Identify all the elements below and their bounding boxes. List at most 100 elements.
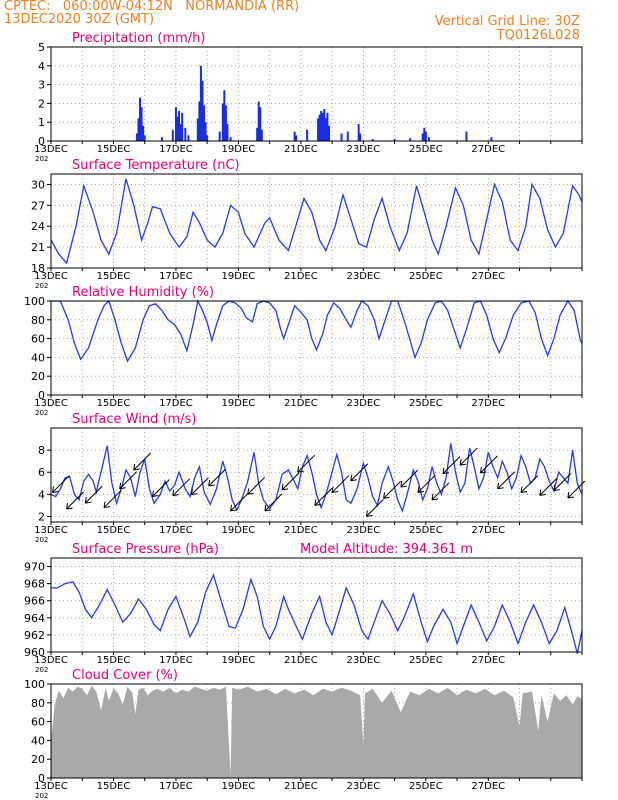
precip-bar (318, 114, 321, 141)
wind-arrow-head (331, 486, 339, 493)
precip-bar (465, 131, 468, 141)
x-tick-label: 19DEC (222, 781, 256, 792)
wind-arrow (208, 468, 227, 487)
precip-bar (184, 127, 187, 141)
x-tick-label: 15DEC (97, 271, 131, 282)
panel-2 (47, 299, 583, 398)
wind-arrow-head (539, 489, 546, 496)
precip-bar (229, 137, 232, 141)
x-tick-label: 15DEC (97, 655, 131, 666)
x-tick-label: 27DEC (471, 398, 505, 409)
wind-arrow (442, 456, 461, 475)
panel-title: Surface Temperature (nC) (72, 158, 240, 173)
panel-title: Relative Humidity (%) (72, 285, 214, 300)
precip-bar (490, 137, 493, 141)
x-tick-label: 23DEC (346, 398, 380, 409)
precip-bar (323, 109, 326, 141)
wind-arrow-head (230, 504, 237, 512)
precip-bar (135, 133, 138, 141)
precip-bar (221, 103, 224, 141)
x-year-stub: 202 (35, 666, 48, 674)
wind-arrow-head (431, 493, 439, 501)
wind-arrow (66, 491, 84, 510)
precip-bar (201, 80, 204, 141)
y-tick-label: 970 (24, 561, 45, 574)
x-tick-label: 23DEC (346, 781, 380, 792)
x-tick-label: 25DEC (409, 398, 443, 409)
y-tick-label: 968 (24, 578, 45, 591)
wind-arrow (520, 475, 539, 493)
wind-arrow (400, 469, 419, 488)
precip-bar (257, 101, 260, 141)
x-tick-label: 17DEC (159, 271, 193, 282)
y-tick-label: 2 (38, 510, 45, 523)
wind-arrow-head (172, 489, 179, 497)
x-tick-label: 15DEC (97, 144, 131, 155)
panel-1 (47, 173, 583, 271)
wind-arrow (264, 493, 283, 512)
wind-arrow-head (365, 510, 373, 517)
x-tick-label: 25DEC (409, 781, 443, 792)
x-year-stub: 202 (35, 282, 48, 290)
x-tick-label: 15DEC (97, 525, 131, 536)
y-tick-label: 18 (31, 262, 45, 275)
x-tick-label: 17DEC (159, 144, 193, 155)
x-tick-label: 25DEC (409, 655, 443, 666)
x-tick-label: 17DEC (159, 655, 193, 666)
precip-bar (176, 116, 179, 141)
y-tick-label: 80 (31, 314, 45, 327)
y-tick-label: 0 (38, 772, 45, 785)
wind-arrow (84, 485, 103, 504)
wind-arrow (553, 473, 572, 491)
precip-bar (142, 125, 145, 141)
header-line2-right: TQ0126L028 (496, 28, 580, 43)
wind-arrow (152, 479, 170, 497)
x-tick-label: 23DEC (346, 655, 380, 666)
precip-bar (409, 138, 412, 141)
x-tick-label: 27DEC (471, 655, 505, 666)
x-year-stub: 202 (35, 155, 48, 163)
precip-bar (324, 118, 327, 141)
precip-bar (143, 135, 146, 141)
y-tick-label: 8 (38, 444, 45, 457)
precip-bar (171, 129, 174, 141)
wind-arrow (247, 476, 266, 495)
x-tick-label: 23DEC (346, 144, 380, 155)
precip-bar (259, 107, 262, 141)
precip-bar (293, 131, 296, 141)
wind-arrow-head (119, 482, 126, 490)
y-tick-label: 964 (24, 612, 45, 625)
series-line (50, 178, 583, 265)
precip-bar (320, 110, 323, 141)
x-tick-label: 27DEC (471, 144, 505, 155)
x-tick-label: 15DEC (97, 781, 131, 792)
y-tick-label: 21 (31, 241, 45, 254)
y-tick-label: 80 (31, 697, 45, 710)
wind-arrow-head (400, 481, 407, 488)
wind-arrow (314, 487, 333, 506)
x-tick-label: 13DEC (34, 271, 68, 282)
x-tick-label: 13DEC (34, 781, 68, 792)
wind-arrow-head (103, 501, 111, 509)
precip-bar (160, 137, 163, 141)
y-tick-label: 962 (24, 629, 45, 642)
x-tick-label: 21DEC (284, 398, 318, 409)
x-year-stub: 202 (35, 792, 48, 800)
precip-bar (224, 105, 227, 141)
x-tick-label: 27DEC (471, 525, 505, 536)
precip-bar (178, 110, 181, 141)
precip-bar (198, 101, 201, 141)
precip-bar (326, 112, 329, 141)
precip-bar (327, 125, 330, 141)
wind-arrow-head (567, 491, 574, 499)
x-tick-label: 19DEC (222, 655, 256, 666)
x-tick-label: 19DEC (222, 398, 256, 409)
wind-arrow (230, 493, 248, 512)
wind-arrow (133, 452, 152, 471)
x-tick-label: 23DEC (346, 525, 380, 536)
x-tick-label: 25DEC (409, 525, 443, 536)
y-tick-label: 60 (31, 333, 45, 346)
x-tick-label: 13DEC (34, 655, 68, 666)
x-year-stub: 202 (35, 409, 48, 417)
precip-bar (427, 137, 430, 141)
